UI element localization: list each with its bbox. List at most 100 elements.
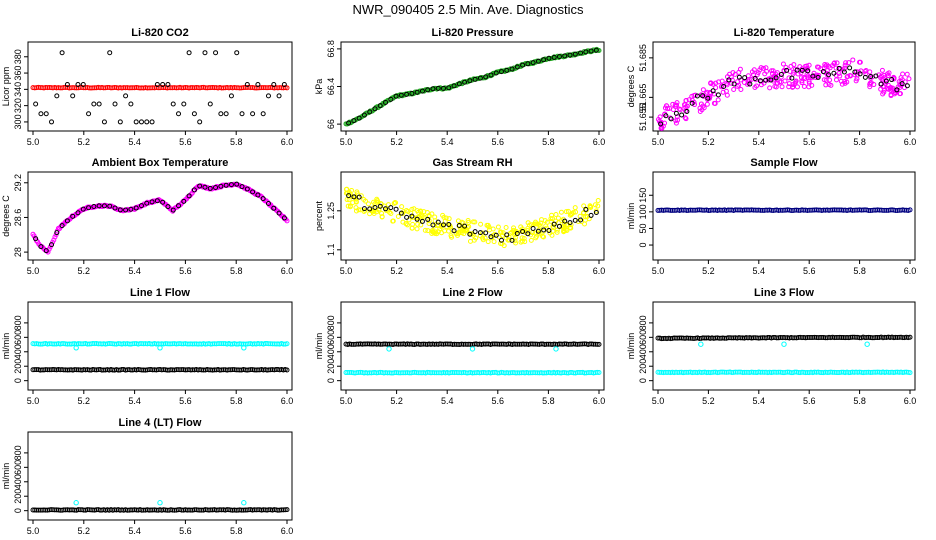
- data-point: [672, 102, 678, 108]
- data-point: [191, 111, 197, 117]
- data-point: [197, 119, 203, 125]
- chart-title: Li-820 Pressure: [432, 27, 514, 39]
- x-tick-label: 5.0: [652, 396, 665, 406]
- data-point: [353, 208, 359, 214]
- data-point: [769, 68, 775, 74]
- average-point: [535, 58, 541, 64]
- x-tick-label: 5.0: [27, 266, 40, 276]
- average-point: [419, 88, 425, 94]
- average-point: [176, 203, 182, 209]
- average-point: [456, 81, 462, 87]
- average-point: [271, 205, 277, 211]
- average-point: [757, 78, 763, 84]
- plot-frame: [27, 171, 293, 261]
- data-point: [881, 89, 887, 95]
- average-point: [778, 71, 784, 77]
- data-point: [91, 101, 97, 107]
- data-point: [700, 87, 706, 93]
- average-point: [128, 206, 134, 212]
- average-point: [361, 206, 367, 212]
- average-point: [91, 203, 97, 209]
- data-point: [554, 229, 560, 235]
- data-point: [409, 225, 415, 231]
- data-layer: [655, 207, 913, 214]
- average-point: [763, 77, 769, 83]
- data-point: [406, 217, 412, 223]
- x-tick-label: 6.0: [593, 137, 606, 147]
- data-point: [698, 341, 704, 347]
- average-point: [679, 112, 685, 118]
- data-point: [117, 119, 123, 125]
- data-point: [751, 67, 757, 73]
- series-line-3-low: [655, 369, 913, 376]
- average-point: [684, 108, 690, 114]
- average-point: [794, 67, 800, 73]
- x-tick-label: 6.0: [593, 396, 606, 406]
- average-point: [191, 187, 197, 193]
- y-tick-label: 400: [13, 474, 23, 489]
- average-point: [154, 198, 160, 204]
- data-layer: [656, 57, 912, 131]
- series-line-1-low: [30, 367, 290, 373]
- average-point: [383, 206, 389, 212]
- x-tick-label: 5.0: [27, 137, 40, 147]
- data-point: [844, 74, 850, 80]
- data-layer: [30, 50, 290, 125]
- x-tick-label: 5.8: [230, 526, 243, 536]
- data-point: [553, 346, 559, 352]
- average-point: [383, 99, 389, 105]
- y-tick-label: 66.4: [326, 78, 336, 96]
- data-point: [495, 224, 501, 230]
- data-point: [581, 203, 587, 209]
- average-point: [112, 205, 118, 211]
- data-point: [728, 74, 734, 80]
- data-point: [781, 68, 787, 74]
- average-point: [493, 232, 499, 238]
- data-point: [241, 500, 247, 506]
- data-point: [568, 225, 574, 231]
- data-point: [284, 341, 290, 347]
- data-layer: [343, 341, 602, 376]
- data-point: [907, 207, 913, 213]
- data-point: [708, 81, 714, 87]
- x-tick-label: 5.4: [128, 137, 141, 147]
- x-tick-label: 5.4: [753, 396, 766, 406]
- average-point: [456, 222, 462, 228]
- data-point: [165, 81, 171, 87]
- data-point: [716, 79, 722, 85]
- average-point: [80, 206, 86, 212]
- data-point: [170, 101, 176, 107]
- data-point: [596, 370, 602, 376]
- data-point: [347, 203, 353, 209]
- series-outliers: [386, 346, 559, 352]
- y-tick-label: 400: [638, 344, 648, 359]
- average-point: [551, 221, 557, 227]
- data-point: [734, 83, 740, 89]
- average-point: [49, 242, 55, 248]
- data-point: [477, 233, 483, 239]
- chart-title: Sample Flow: [750, 157, 818, 169]
- data-point: [828, 82, 834, 88]
- average-point: [223, 182, 229, 188]
- data-point: [522, 239, 528, 245]
- average-point: [54, 230, 60, 236]
- y-tick-label: 0: [638, 378, 648, 383]
- y-tick-label: 50: [638, 223, 648, 233]
- y-tick-label: 66.8: [326, 40, 336, 58]
- average-point: [546, 227, 552, 233]
- average-point: [43, 248, 49, 254]
- average-point: [186, 193, 192, 199]
- data-point: [128, 101, 134, 107]
- x-tick-label: 5.2: [78, 526, 91, 536]
- average-point: [504, 232, 510, 238]
- data-point: [781, 341, 787, 347]
- data-point: [885, 73, 891, 79]
- y-tick-label: 0: [13, 378, 23, 383]
- data-point: [276, 93, 282, 99]
- average-point: [583, 206, 589, 212]
- average-point: [409, 213, 415, 219]
- average-point: [578, 50, 584, 56]
- data-layer: [30, 181, 290, 255]
- data-point: [779, 84, 785, 90]
- average-point: [446, 222, 452, 228]
